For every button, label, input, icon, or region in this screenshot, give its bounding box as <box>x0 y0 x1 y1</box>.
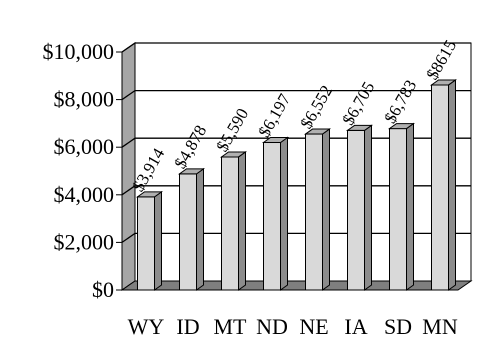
x-axis-label: WY <box>128 314 165 339</box>
gridline <box>121 89 471 101</box>
x-axis-label: MN <box>422 314 458 339</box>
bar-side <box>406 122 414 291</box>
bar-side <box>448 78 456 291</box>
bars <box>135 78 458 291</box>
bar <box>179 173 197 291</box>
bar-side <box>322 128 330 291</box>
bar-side <box>364 124 372 291</box>
bar-side <box>280 136 288 291</box>
y-axis-ticks: $0 $2,000 $4,000 $6,000 $8,000 $10,000 <box>43 39 123 302</box>
y-tick-label: $4,000 <box>54 182 115 207</box>
x-axis-label: MT <box>214 314 248 339</box>
x-axis-labels: WY ID MT ND NE IA SD MN <box>128 314 458 339</box>
bar-top <box>345 124 374 131</box>
floor <box>120 280 473 291</box>
bar <box>347 129 365 291</box>
bar-side <box>154 190 162 291</box>
bar <box>263 142 281 291</box>
bar-top <box>135 191 164 198</box>
y-tick-label: $8,000 <box>54 87 115 112</box>
bar <box>221 156 239 291</box>
x-axis-label: NE <box>299 314 328 339</box>
bar-top <box>261 137 290 144</box>
bar-side <box>238 150 246 291</box>
bar <box>305 133 323 291</box>
chart-walls <box>120 42 473 291</box>
y-tick-label: $2,000 <box>54 229 115 254</box>
x-axis-label: ID <box>176 314 199 339</box>
bar <box>137 196 155 291</box>
bar-side <box>196 167 204 291</box>
y-tick-label: $6,000 <box>54 134 115 159</box>
x-axis-label: IA <box>344 314 367 339</box>
bar <box>431 84 449 291</box>
x-axis-label: ND <box>256 314 288 339</box>
y-tick-label: $0 <box>92 277 114 302</box>
bar-top <box>387 123 416 130</box>
side-wall <box>121 42 136 291</box>
x-axis-label: SD <box>384 314 412 339</box>
y-tick-label: $10,000 <box>43 39 115 64</box>
bar-top <box>429 79 458 86</box>
bar-top <box>177 168 206 175</box>
bar-top <box>303 128 332 135</box>
gridline <box>121 42 471 53</box>
bar <box>389 128 407 291</box>
bar-top <box>219 151 248 158</box>
